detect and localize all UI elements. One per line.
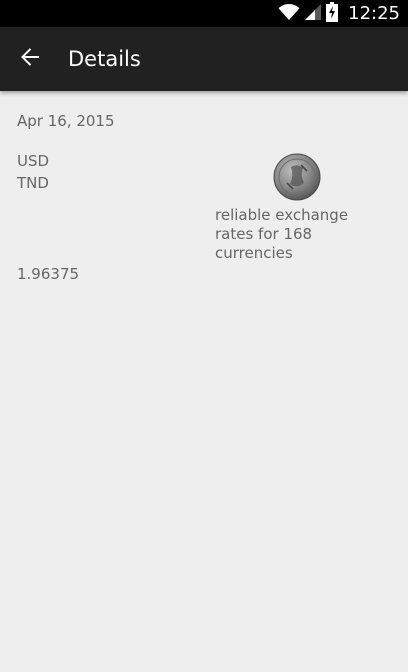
back-button[interactable] [12,41,48,77]
to-currency: TND [17,174,49,192]
promo-text[interactable]: reliable exchange rates for 168 currenci… [215,206,365,263]
details-content: Apr 16, 2015 USD TND reliable exchange r… [0,91,408,672]
exchange-rate-value: 1.96375 [17,265,79,283]
page-title: Details [68,27,141,91]
status-bar: 12:25 [0,0,408,27]
coin-icon[interactable] [273,153,321,201]
battery-charging-icon [326,2,338,26]
signal-icon [304,3,322,25]
rate-date: Apr 16, 2015 [17,112,115,130]
status-time: 12:25 [348,3,400,25]
wifi-icon [278,3,300,25]
from-currency: USD [17,152,49,170]
arrow-back-icon [19,46,41,72]
status-icons: 12:25 [278,3,400,25]
app-bar: Details [0,27,408,91]
